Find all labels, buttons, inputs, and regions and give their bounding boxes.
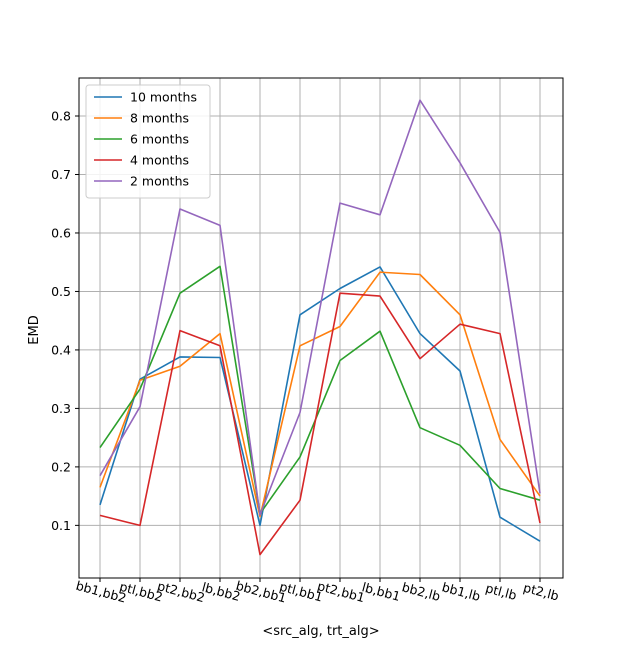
plot-frame (78, 77, 564, 579)
legend-label: 6 months (130, 132, 189, 147)
legend-label: 8 months (130, 111, 189, 126)
x-tick-label: lb,bb1 (360, 579, 402, 604)
series-line-4-months (99, 292, 541, 556)
x-tick-label: ptl,lb (484, 580, 519, 603)
series-line-2-months (99, 99, 541, 516)
legend: 10 months 8 months 6 months 4 months 2 month… (85, 84, 211, 199)
x-axis-label: <src_alg, trt_alg> (262, 624, 379, 639)
y-tick-label: 0.2 (51, 459, 71, 474)
y-tick-label: 0.1 (51, 518, 71, 533)
y-tick-label: 0.8 (51, 109, 71, 124)
y-tick-label: 0.4 (51, 342, 71, 357)
y-tick-label: 0.5 (51, 284, 71, 299)
x-axis: bb1,bb2ptl,bb2pt2,bb2lb,bb2bb2,bb1ptl,bb… (74, 578, 560, 606)
legend-box (85, 84, 211, 199)
y-tick-label: 0.6 (51, 225, 71, 240)
y-tick-label: 0.7 (51, 167, 71, 182)
series-line-6-months (99, 265, 541, 515)
legend-label: 4 months (130, 153, 189, 168)
series-lines (99, 99, 541, 556)
y-axis: 0.1 0.2 0.3 0.4 0.5 0.6 0.7 0.8 (51, 109, 79, 533)
y-tick-label: 0.3 (51, 401, 71, 416)
legend-label: 2 months (130, 174, 189, 189)
legend-label: 10 months (130, 90, 197, 105)
x-tick-label: bb2,lb (400, 579, 442, 604)
y-axis-label: EMD (27, 315, 42, 344)
x-tick-label: pt2,bb1 (316, 578, 367, 605)
x-tick-label: bb1,lb (440, 579, 482, 604)
x-tick-label: pt2,bb2 (156, 578, 207, 605)
series-line-8-months (99, 271, 541, 518)
x-tick-label: pt2,lb (522, 580, 561, 604)
